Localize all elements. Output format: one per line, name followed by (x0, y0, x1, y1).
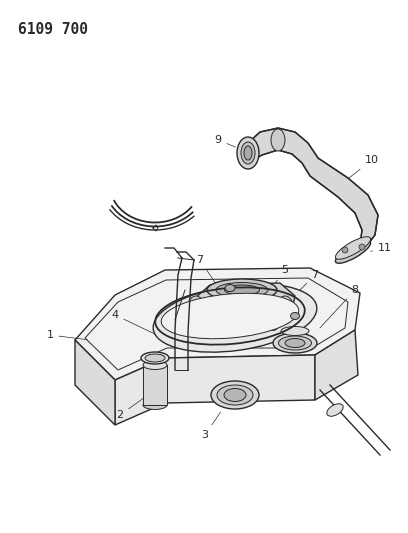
Polygon shape (315, 330, 358, 400)
Ellipse shape (335, 237, 370, 259)
Text: 2: 2 (116, 397, 146, 420)
Ellipse shape (224, 389, 246, 401)
Ellipse shape (216, 282, 268, 297)
Ellipse shape (224, 285, 259, 295)
Ellipse shape (143, 400, 167, 409)
Ellipse shape (244, 146, 252, 160)
Ellipse shape (290, 312, 299, 319)
Ellipse shape (276, 296, 294, 324)
Text: 8: 8 (320, 285, 359, 328)
Polygon shape (248, 128, 378, 255)
Ellipse shape (143, 360, 167, 369)
Text: 3: 3 (202, 413, 220, 440)
Circle shape (342, 247, 348, 253)
Text: 9: 9 (215, 135, 235, 147)
Ellipse shape (285, 338, 305, 348)
Ellipse shape (187, 296, 205, 324)
Text: 7: 7 (196, 255, 218, 288)
Text: 6109 700: 6109 700 (18, 22, 88, 37)
Ellipse shape (153, 284, 317, 352)
Polygon shape (190, 283, 295, 332)
Circle shape (359, 244, 365, 250)
Ellipse shape (145, 354, 165, 362)
Ellipse shape (207, 279, 277, 301)
Ellipse shape (273, 333, 317, 353)
Polygon shape (75, 340, 115, 425)
Ellipse shape (241, 142, 255, 164)
Text: 6: 6 (251, 300, 259, 310)
Ellipse shape (237, 137, 259, 169)
Ellipse shape (271, 129, 285, 151)
Ellipse shape (279, 336, 311, 350)
Ellipse shape (161, 293, 299, 339)
Polygon shape (115, 355, 315, 425)
Text: 10: 10 (342, 155, 379, 183)
Ellipse shape (335, 241, 370, 263)
Polygon shape (75, 268, 360, 380)
Ellipse shape (327, 404, 343, 416)
Polygon shape (143, 365, 167, 405)
Text: 1: 1 (47, 330, 87, 340)
Text: 5: 5 (272, 265, 288, 288)
Text: 11: 11 (371, 243, 392, 253)
Text: 4: 4 (111, 310, 175, 344)
Ellipse shape (281, 327, 309, 335)
Text: 7: 7 (297, 270, 319, 293)
Ellipse shape (211, 381, 259, 409)
Ellipse shape (217, 385, 253, 405)
Ellipse shape (141, 352, 169, 364)
Ellipse shape (225, 285, 235, 292)
